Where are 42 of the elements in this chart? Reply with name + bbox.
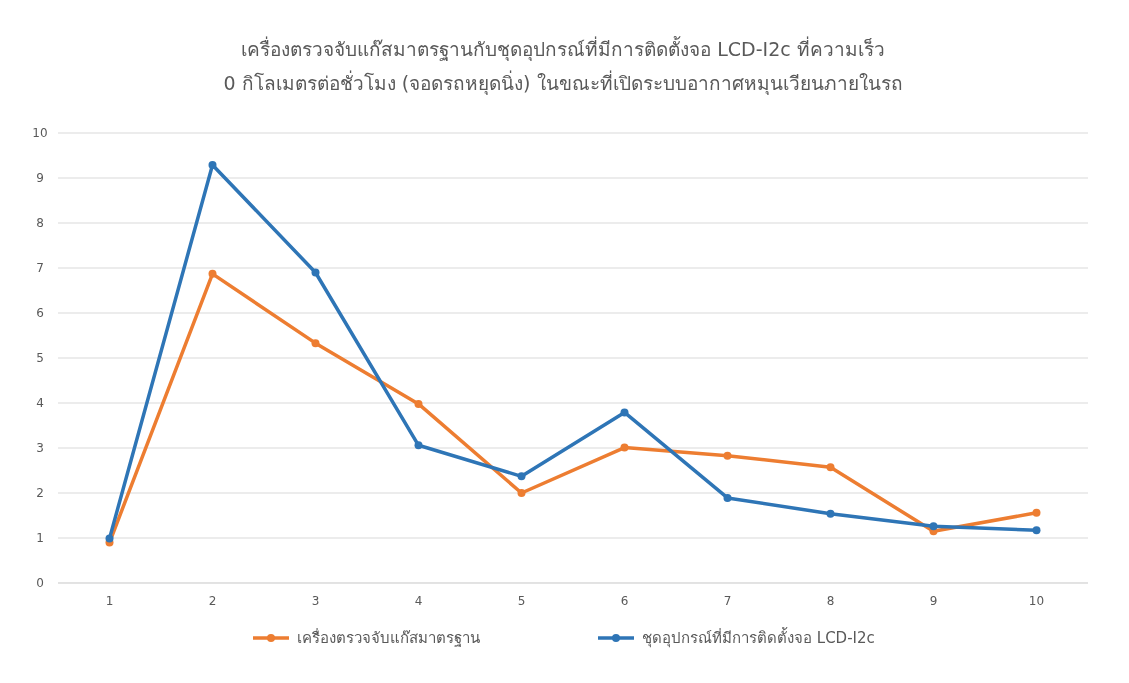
y-tick-label: 6 xyxy=(36,306,44,321)
x-tick-label: 6 xyxy=(620,594,629,608)
x-tick-label: 10 xyxy=(1028,594,1045,608)
point xyxy=(517,472,526,481)
point xyxy=(311,339,320,348)
point xyxy=(620,443,629,452)
y-tick-label: 9 xyxy=(36,171,44,186)
x-tick-label: 3 xyxy=(311,594,320,608)
x-tick-label: 8 xyxy=(826,594,835,608)
point xyxy=(105,534,114,543)
y-tick-label: 3 xyxy=(36,441,44,456)
y-tick-label: 8 xyxy=(36,216,44,231)
y-tick-label: 10 xyxy=(32,126,48,141)
point xyxy=(723,451,732,460)
point xyxy=(1032,526,1041,535)
point xyxy=(311,268,320,277)
point xyxy=(620,408,629,417)
point xyxy=(517,489,526,497)
y-tick-label: 1 xyxy=(36,531,44,546)
y-tick-label: 5 xyxy=(36,351,44,366)
legend-label: ชุดอุปกรณ์ที่มีการติดตั้งจอ LCD-I2c xyxy=(642,627,875,649)
x-tick-label: 9 xyxy=(929,594,938,608)
point xyxy=(208,269,217,278)
x-tick-label: 4 xyxy=(414,594,423,608)
chart-title: เครื่องตรวจจับแก๊สมาตรฐานกับชุดอุปกรณ์ที่มีการติดตั้งจอ LCD-I2c ที่ความเร็ว 0 กิโลเมตรต่อชั่วโมง (จอดรถหยุดนิ่ง) ในขณะที่เปิดระบบอากาศหมุนเวียนภายในรถ xyxy=(223,36,903,96)
point xyxy=(414,399,423,408)
y-tick-label: 2 xyxy=(36,486,44,501)
point xyxy=(414,441,423,450)
x-tick-label: 7 xyxy=(723,594,732,608)
point xyxy=(929,522,938,531)
x-tick-label: 5 xyxy=(517,594,526,608)
x-tick-label: 1 xyxy=(105,594,114,608)
point xyxy=(723,493,732,502)
point xyxy=(826,509,835,518)
legend-label: เครื่องตรวจจับแก๊สมาตรฐาน xyxy=(297,627,480,648)
point xyxy=(826,463,835,472)
point xyxy=(1032,508,1041,517)
y-tick-label: 7 xyxy=(36,261,44,276)
point xyxy=(208,160,217,169)
y-tick-label: 0 xyxy=(36,576,44,591)
y-tick-label: 4 xyxy=(36,396,44,411)
x-tick-label: 2 xyxy=(208,594,217,608)
